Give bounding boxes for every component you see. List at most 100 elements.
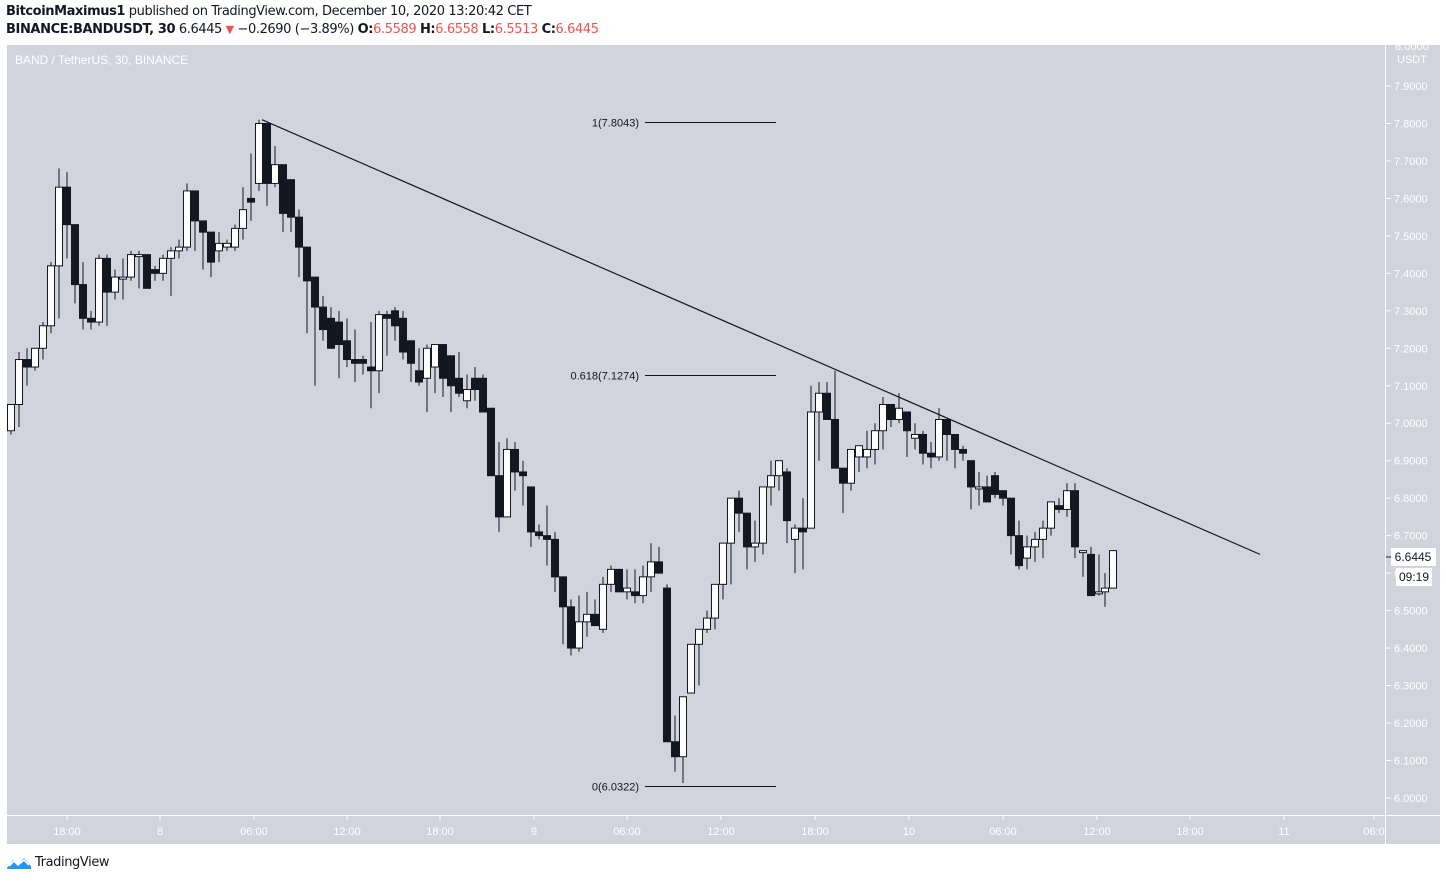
time-tick-label: 12:00 (1083, 826, 1111, 838)
bear-candle (655, 561, 663, 574)
bull-candle (15, 359, 23, 405)
bear-candle (743, 512, 751, 548)
bear-candle (391, 310, 399, 327)
time-tick-label: 18:00 (1176, 826, 1204, 838)
bear-candle (591, 613, 599, 627)
down-arrow-icon: ▼ (225, 23, 234, 36)
high-label: H: (419, 22, 436, 37)
time-tick-label: 18:00 (53, 826, 81, 838)
high-value: 6.6558 (435, 22, 479, 37)
tradingview-brand: TradingView (35, 854, 110, 870)
price-tick-label: 7.0000 (1394, 418, 1428, 430)
bull-candle (583, 613, 591, 623)
bull-candle (183, 190, 191, 248)
price-tick-label: 6.0000 (1394, 793, 1428, 805)
time-axis-ticks: 18:00 8 06:00 12:00 18:00 9 06:00 12:00 18:00 10 0… (53, 816, 1385, 838)
bear-candle (1055, 505, 1063, 510)
bear-candle (487, 407, 495, 477)
close-label: C: (541, 22, 556, 37)
bull-candle (975, 486, 983, 490)
bear-candle (839, 467, 847, 484)
trendline[interactable] (261, 119, 1261, 555)
time-tick-label: 18:00 (426, 826, 454, 838)
price-tick-label: 6.1000 (1394, 755, 1428, 767)
time-tick-label: 8 (157, 826, 163, 838)
bull-candle (807, 411, 815, 529)
price-tick-label: 6.5000 (1394, 606, 1428, 618)
bear-candle (479, 377, 487, 413)
fib-level-label: 0.618(7.1274) (571, 371, 640, 383)
price-tick-label: 7.6000 (1394, 193, 1428, 205)
time-axis[interactable] (7, 816, 1385, 844)
bull-candle (1047, 501, 1055, 529)
bull-candle (1109, 550, 1117, 589)
bull-candle (271, 164, 279, 184)
bear-candle (959, 448, 967, 454)
bull-candle (895, 407, 903, 420)
chart-title: BAND / TetherUS, 30, BINANCE (15, 53, 188, 67)
bull-candle (135, 254, 143, 258)
bull-candle (1101, 587, 1109, 593)
bull-candle (711, 583, 719, 619)
bull-candle (503, 448, 511, 518)
bull-candle (1095, 591, 1103, 595)
price-axis-ticks: 7.9000 7.8000 7.7000 7.6000 7.5000 7.4000 7.30… (1386, 81, 1428, 805)
bear-candle (439, 344, 447, 379)
bull-candle (855, 445, 863, 458)
bear-candle (143, 254, 151, 289)
bear-candle (495, 475, 503, 518)
price-tick-label: 7.1000 (1394, 381, 1428, 393)
bear-candle (199, 220, 207, 233)
plot-area[interactable] (7, 45, 1385, 815)
bull-candle (863, 448, 871, 458)
bear-candle (191, 190, 199, 222)
price-tick-label: 6.7000 (1394, 531, 1428, 543)
bull-candle (95, 257, 103, 323)
bull-candle (215, 242, 223, 252)
bear-candle (783, 471, 791, 522)
bear-candle (887, 403, 895, 420)
close-value: 6.6445 (555, 22, 599, 37)
top-partial-tick: 8.0000 (1395, 41, 1429, 53)
bull-candle (575, 621, 583, 649)
bull-candle (463, 389, 471, 402)
published-text: published on TradingView.com, December 1… (128, 4, 532, 19)
bull-candle (871, 430, 879, 450)
tradingview-logo[interactable]: TradingView (6, 854, 110, 870)
bear-candle (407, 340, 415, 364)
price-tick-label: 7.3000 (1394, 306, 1428, 318)
bull-candle (719, 542, 727, 585)
price-axis[interactable] (1386, 45, 1440, 815)
bear-candle (967, 460, 975, 488)
bull-candle (47, 265, 55, 327)
bear-candle (999, 490, 1007, 499)
price-tick-label: 7.5000 (1394, 231, 1428, 243)
bull-candle (1023, 546, 1031, 559)
time-tick-label: 06:0 (1363, 826, 1384, 838)
bull-candle (703, 617, 711, 630)
bear-candle (471, 377, 479, 391)
bull-candle (911, 433, 919, 439)
bear-candle (359, 359, 367, 364)
bull-candle (159, 257, 167, 274)
unit-label: USDT (1397, 54, 1427, 66)
current-price-marker: 6.6445 09:19 (1386, 548, 1436, 586)
bear-candle (735, 497, 743, 514)
bear-candle (983, 486, 991, 503)
author-name[interactable]: BitcoinMaximus1 (6, 4, 126, 19)
bear-candle (151, 269, 159, 274)
bear-candle (567, 606, 575, 649)
price-tick-label: 7.2000 (1394, 343, 1428, 355)
fibonacci-levels[interactable]: 1(7.8043) 0.618(7.1274) 0(6.0322) (571, 118, 777, 794)
bear-candle (319, 306, 327, 331)
fib-level-label: 0(6.0322) (592, 782, 639, 794)
bear-candle (71, 224, 79, 286)
bear-candle (943, 418, 951, 435)
bear-candle (399, 317, 407, 353)
candles (7, 119, 1117, 783)
bull-candle (935, 418, 943, 458)
bear-candle (295, 216, 303, 248)
bull-candle (255, 122, 263, 184)
bear-candle (303, 246, 311, 282)
